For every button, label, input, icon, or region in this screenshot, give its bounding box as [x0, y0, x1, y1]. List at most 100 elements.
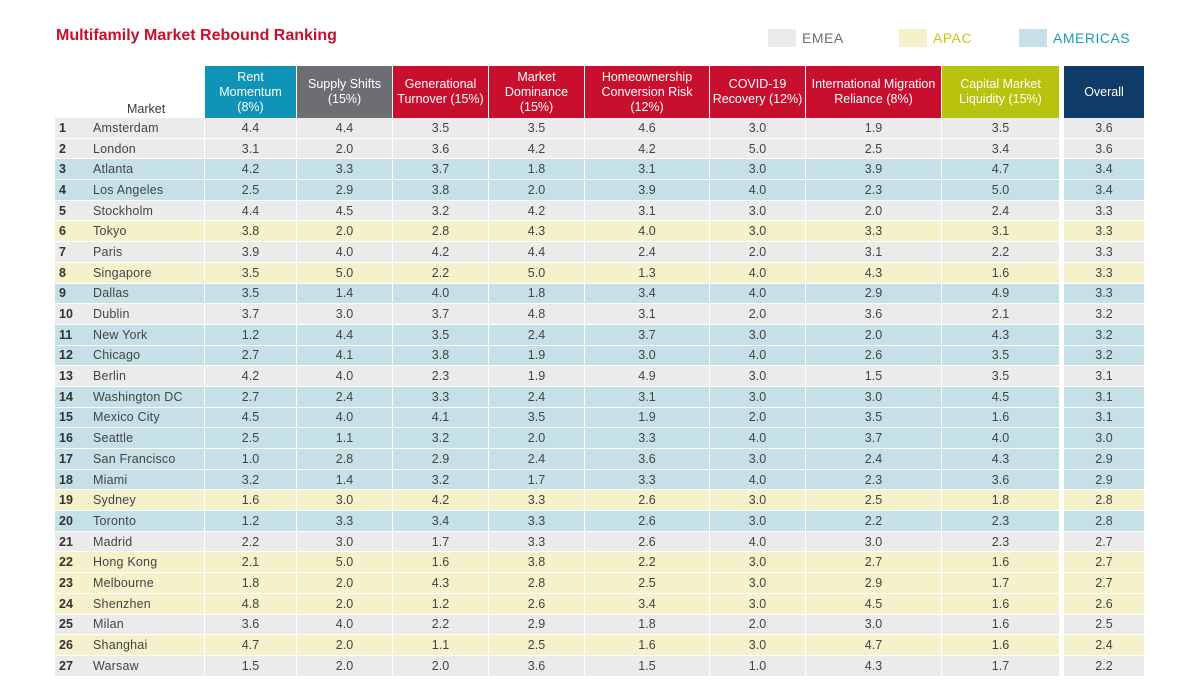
- international-migration-reliance-header: International Migration Reliance (8%): [806, 66, 942, 118]
- gen-score-cell: 3.2: [393, 469, 489, 491]
- market-name-cell: Washington DC: [89, 386, 205, 408]
- rent-momentum-header: Rent Momentum (8%): [205, 66, 297, 118]
- overall-score-cell: 3.0: [1060, 428, 1144, 449]
- dominance-score-cell: 1.8: [489, 159, 585, 181]
- covid-score-cell: 3.0: [710, 324, 806, 346]
- market-name-cell: Los Angeles: [89, 180, 205, 201]
- market-name-cell: Mexico City: [89, 407, 205, 429]
- gen-score-cell: 1.1: [393, 635, 489, 656]
- migration-score-cell: 2.3: [806, 469, 942, 491]
- table-row: 25 Milan 3.6 4.0 2.2 2.9 1.8 2.0 3.0 1.6 2.5: [55, 614, 1144, 636]
- market-name-cell: Dublin: [89, 304, 205, 325]
- overall-score-cell: 2.2: [1060, 655, 1144, 677]
- table-row: 13 Berlin 4.2 4.0 2.3 1.9 4.9 3.0 1.5 3.5 3.1: [55, 366, 1144, 387]
- covid-score-cell: 4.0: [710, 469, 806, 491]
- capital-score-cell: 3.5: [942, 345, 1060, 367]
- legend: EMEA APAC AMERICAS: [768, 28, 1148, 48]
- capital-score-cell: 2.1: [942, 304, 1060, 325]
- rank-cell: 14: [55, 386, 89, 408]
- market-name-cell: Berlin: [89, 366, 205, 387]
- migration-score-cell: 2.5: [806, 490, 942, 512]
- rent-score-cell: 3.7: [205, 304, 297, 325]
- migration-score-cell: 2.4: [806, 449, 942, 470]
- market-name-cell: Singapore: [89, 262, 205, 284]
- dominance-score-cell: 2.0: [489, 180, 585, 201]
- migration-score-cell: 2.9: [806, 573, 942, 594]
- rank-cell: 1: [55, 118, 89, 139]
- dominance-score-cell: 2.5: [489, 635, 585, 656]
- overall-score-cell: 3.2: [1060, 304, 1144, 325]
- capital-score-cell: 1.6: [942, 262, 1060, 284]
- rent-score-cell: 1.5: [205, 655, 297, 677]
- supply-score-cell: 2.0: [297, 655, 393, 677]
- migration-score-cell: 4.3: [806, 262, 942, 284]
- table-row: 18 Miami 3.2 1.4 3.2 1.7 3.3 4.0 2.3 3.6 2.9: [55, 469, 1144, 491]
- market-name-cell: Milan: [89, 614, 205, 636]
- capital-score-cell: 4.9: [942, 283, 1060, 305]
- migration-score-cell: 1.9: [806, 118, 942, 139]
- capital-score-cell: 3.5: [942, 366, 1060, 387]
- table-row: 17 San Francisco 1.0 2.8 2.9 2.4 3.6 3.0 2.4 4.3 2…: [55, 449, 1144, 470]
- legend-label-americas: AMERICAS: [1053, 30, 1131, 46]
- homeown-score-cell: 3.4: [585, 593, 710, 615]
- supply-score-cell: 4.0: [297, 407, 393, 429]
- table-row: 24 Shenzhen 4.8 2.0 1.2 2.6 3.4 3.0 4.5 1.6 2.6: [55, 593, 1144, 615]
- supply-score-cell: 3.3: [297, 511, 393, 532]
- homeown-score-cell: 1.6: [585, 635, 710, 656]
- overall-header: Overall: [1060, 66, 1144, 118]
- overall-score-cell: 2.9: [1060, 449, 1144, 470]
- rent-score-cell: 2.2: [205, 531, 297, 553]
- rank-cell: 5: [55, 200, 89, 222]
- homeown-score-cell: 3.4: [585, 283, 710, 305]
- market-name-cell: Sydney: [89, 490, 205, 512]
- gen-score-cell: 4.1: [393, 407, 489, 429]
- market-dominance-header: Market Dominance (15%): [489, 66, 585, 118]
- covid-score-cell: 3.0: [710, 386, 806, 408]
- migration-score-cell: 3.0: [806, 531, 942, 553]
- header-row: Market Rent Momentum (8%) Supply Shifts …: [55, 66, 1144, 118]
- supply-score-cell: 2.4: [297, 386, 393, 408]
- capital-score-cell: 4.7: [942, 159, 1060, 181]
- covid-score-cell: 2.0: [710, 614, 806, 636]
- covid-score-cell: 3.0: [710, 366, 806, 387]
- supply-score-cell: 4.5: [297, 200, 393, 222]
- dominance-score-cell: 4.3: [489, 221, 585, 243]
- dominance-score-cell: 1.7: [489, 469, 585, 491]
- overall-score-cell: 2.8: [1060, 490, 1144, 512]
- gen-score-cell: 3.2: [393, 200, 489, 222]
- market-name-cell: Shanghai: [89, 635, 205, 656]
- market-name-cell: Amsterdam: [89, 118, 205, 139]
- gen-score-cell: 3.4: [393, 511, 489, 532]
- market-name-cell: Warsaw: [89, 655, 205, 677]
- dominance-score-cell: 4.2: [489, 200, 585, 222]
- gen-score-cell: 3.7: [393, 304, 489, 325]
- homeown-score-cell: 2.6: [585, 531, 710, 553]
- capital-score-cell: 4.5: [942, 386, 1060, 408]
- rent-score-cell: 2.5: [205, 428, 297, 449]
- gen-score-cell: 1.2: [393, 593, 489, 615]
- table-row: 16 Seattle 2.5 1.1 3.2 2.0 3.3 4.0 3.7 4.0 3.0: [55, 428, 1144, 449]
- overall-score-cell: 3.3: [1060, 283, 1144, 305]
- covid-score-cell: 3.0: [710, 490, 806, 512]
- overall-score-cell: 3.3: [1060, 242, 1144, 263]
- covid-score-cell: 4.0: [710, 428, 806, 449]
- gen-score-cell: 4.3: [393, 573, 489, 594]
- dominance-score-cell: 3.5: [489, 407, 585, 429]
- homeown-score-cell: 3.3: [585, 469, 710, 491]
- capital-score-cell: 4.3: [942, 324, 1060, 346]
- rent-score-cell: 2.1: [205, 552, 297, 574]
- market-column-header: Market: [127, 102, 166, 116]
- gen-score-cell: 3.8: [393, 180, 489, 201]
- homeown-score-cell: 2.6: [585, 490, 710, 512]
- homeown-score-cell: 3.1: [585, 159, 710, 181]
- generational-turnover-header: Generational Turnover (15%): [393, 66, 489, 118]
- rank-cell: 20: [55, 511, 89, 532]
- gen-score-cell: 2.2: [393, 262, 489, 284]
- table-row: 12 Chicago 2.7 4.1 3.8 1.9 3.0 4.0 2.6 3.5 3.2: [55, 345, 1144, 367]
- rent-score-cell: 3.8: [205, 221, 297, 243]
- homeown-score-cell: 4.0: [585, 221, 710, 243]
- supply-score-cell: 5.0: [297, 552, 393, 574]
- legend-item-apac: APAC: [899, 28, 972, 48]
- overall-score-cell: 3.4: [1060, 180, 1144, 201]
- homeown-score-cell: 3.9: [585, 180, 710, 201]
